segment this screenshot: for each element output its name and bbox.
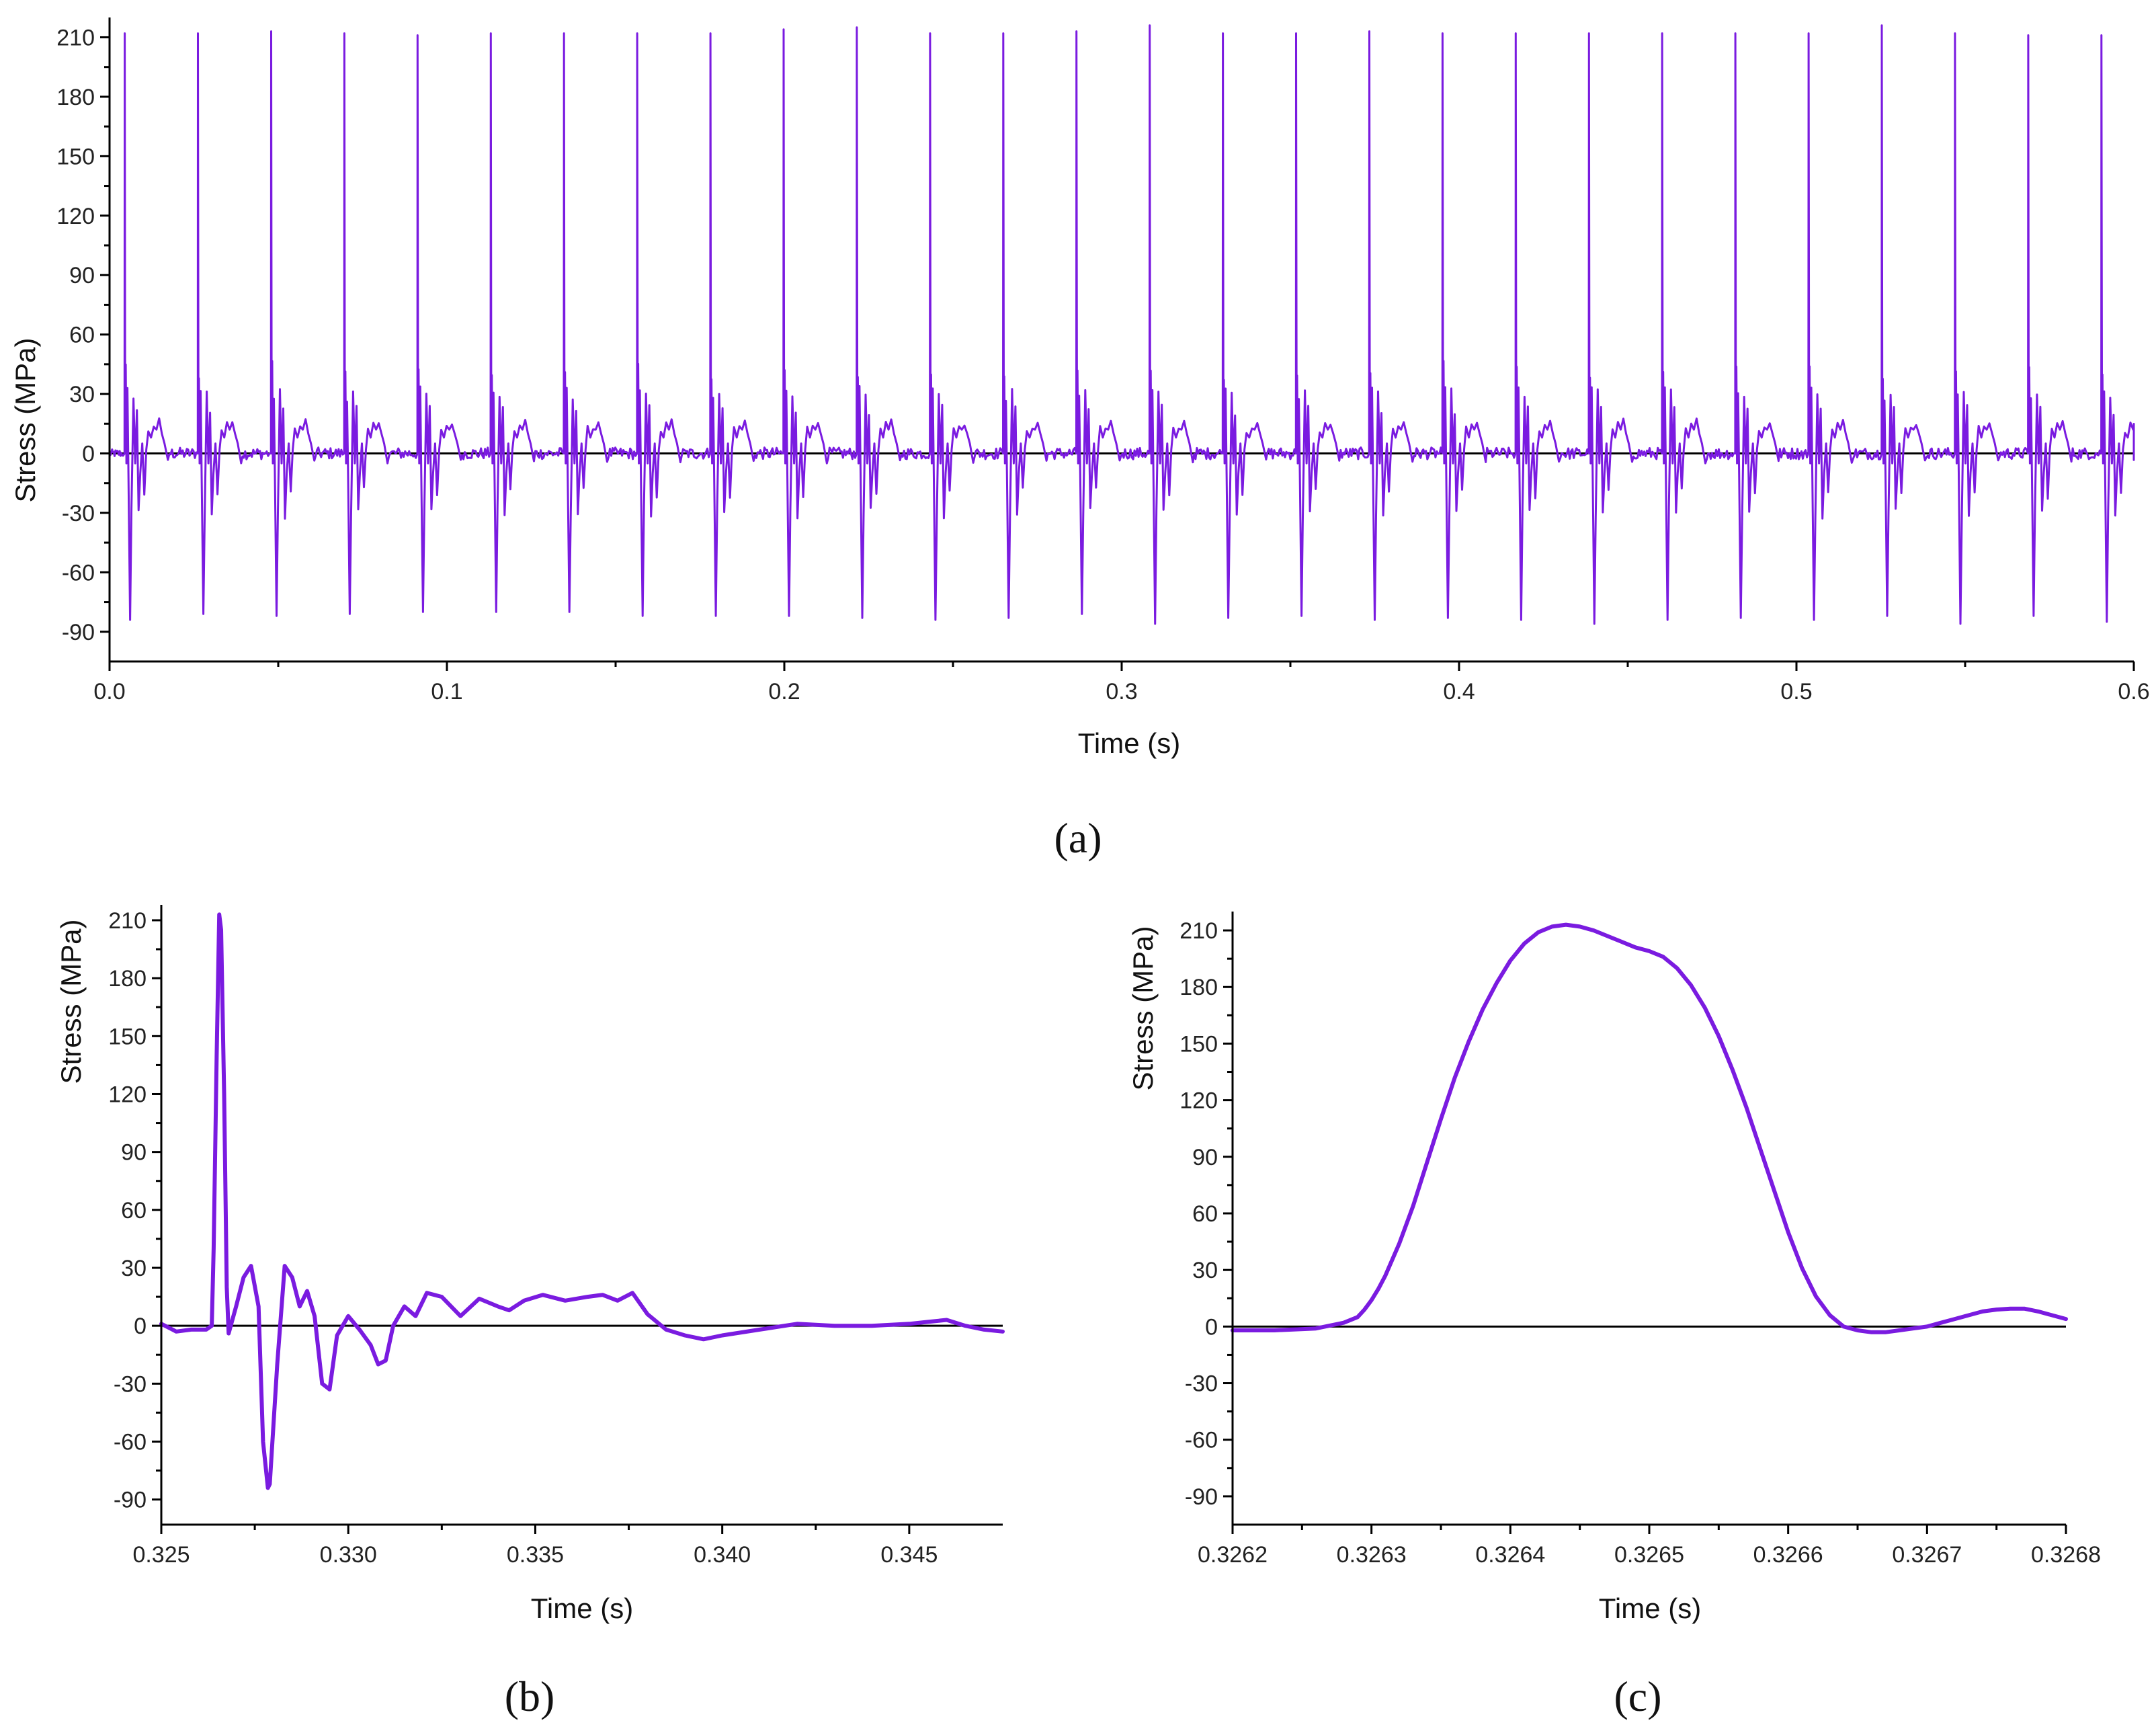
panel-b-y-tick-label: -90 xyxy=(114,1488,147,1513)
panel-c-y-tick-label: -30 xyxy=(1185,1371,1218,1397)
panel-a-y-tick-label: 150 xyxy=(56,144,95,169)
panel-c-stress-series xyxy=(1231,922,2068,1334)
panel-a-x-tick-label: 0.5 xyxy=(1780,679,1812,705)
panel-c-y-tick-label: 30 xyxy=(1192,1258,1218,1283)
panel-b-x-tick-label: 0.330 xyxy=(320,1542,377,1568)
panel-a-stress-series xyxy=(108,24,2135,625)
panel-c-y-tick-label: 60 xyxy=(1192,1201,1218,1227)
panel-b-x-tick-label: 0.345 xyxy=(880,1542,938,1568)
panel-c-x-tick-label: 0.3268 xyxy=(2031,1542,2101,1568)
panel-a-y-tick-label: 120 xyxy=(56,204,95,229)
panel-a-y-tick-label: -90 xyxy=(62,620,95,645)
panel-a-y-tick-label: 180 xyxy=(56,85,95,110)
panel-c-chart: Time (s) Stress (MPa) (c) -90 -60 -30 0 30 60… xyxy=(1127,912,2101,1720)
panel-c-y-tick-label: 180 xyxy=(1179,975,1218,1000)
panel-a-y-tick-label: 90 xyxy=(69,263,95,288)
panel-a-axes xyxy=(108,17,2134,663)
panel-b-y-tick-label: -30 xyxy=(114,1371,147,1397)
panel-a-x-tick-label: 0.4 xyxy=(1443,679,1475,705)
panel-a-y-tick-label: -60 xyxy=(62,560,95,586)
panel-b-y-tick-label: 180 xyxy=(108,966,147,992)
panel-b-y-tick-label: 210 xyxy=(108,908,147,934)
panel-b-axes xyxy=(160,905,1003,1526)
panel-c-y-tick-label: 150 xyxy=(1179,1031,1218,1057)
panel-c-x-tick-label: 0.3266 xyxy=(1753,1542,1823,1568)
panel-a-y-tick-label: 60 xyxy=(69,323,95,348)
panel-c-y-tick-label: -90 xyxy=(1185,1484,1218,1510)
panel-b-y-tick-label: -60 xyxy=(114,1429,147,1455)
panel-a-y-axis-title: Stress (MPa) xyxy=(9,337,41,502)
panel-c-axes xyxy=(1231,912,2066,1526)
panel-a-label: (a) xyxy=(1054,814,1102,862)
panel-a-x-tick-label: 0.1 xyxy=(431,679,462,705)
panel-c-y-tick-label: 90 xyxy=(1192,1145,1218,1170)
panel-b-x-tick-label: 0.340 xyxy=(694,1542,751,1568)
panel-b-y-tick-label: 60 xyxy=(121,1198,147,1223)
panel-b-y-tick-label: 30 xyxy=(121,1256,147,1281)
panel-c-x-tick-label: 0.3267 xyxy=(1892,1542,1962,1568)
panel-b-y-axis-title: Stress (MPa) xyxy=(55,919,87,1084)
panel-c-x-tick-label: 0.3265 xyxy=(1614,1542,1684,1568)
panel-a-x-tick-label: 0.2 xyxy=(768,679,800,705)
panel-c-y-tick-label: -60 xyxy=(1185,1428,1218,1453)
panel-c-y-tick-label: 0 xyxy=(1205,1314,1218,1340)
panel-b-y-tick-label: 0 xyxy=(134,1314,147,1339)
panel-a-y-tick-label: 210 xyxy=(56,25,95,50)
panel-b-label: (b) xyxy=(505,1673,555,1720)
panel-c-x-axis-title: Time (s) xyxy=(1599,1593,1701,1624)
panel-a-x-tick-label: 0.3 xyxy=(1106,679,1137,705)
panel-b-x-tick-label: 0.325 xyxy=(132,1542,190,1568)
panel-a-y-tick-label: 30 xyxy=(69,382,95,407)
panel-a-y-tick-label: 0 xyxy=(82,441,95,467)
panel-a-x-tick-label: 0.0 xyxy=(93,679,125,705)
panel-b-x-axis-title: Time (s) xyxy=(531,1593,633,1624)
panel-b-x-tick-label: 0.335 xyxy=(507,1542,564,1568)
panel-c-label: (c) xyxy=(1614,1673,1661,1720)
panel-c-y-tick-label: 210 xyxy=(1179,918,1218,944)
panel-a-chart: Time (s) Stress (MPa) (a) -90 -60 -30 0 30 60… xyxy=(9,17,2150,862)
panel-a-x-axis-title: Time (s) xyxy=(1078,727,1180,759)
panel-c-x-tick-label: 0.3263 xyxy=(1337,1542,1407,1568)
panel-c-y-axis-title: Stress (MPa) xyxy=(1127,926,1159,1090)
panel-b-chart: Time (s) Stress (MPa) (b) -90 -60 -30 0 30 60… xyxy=(55,905,1005,1720)
panel-a-y-tick-label: -30 xyxy=(62,501,95,526)
panel-c-y-tick-label: 120 xyxy=(1179,1088,1218,1114)
panel-c-x-tick-label: 0.3264 xyxy=(1475,1542,1545,1568)
panel-b-y-tick-label: 120 xyxy=(108,1082,147,1107)
panel-b-stress-series xyxy=(159,912,1005,1490)
panel-c-x-tick-label: 0.3262 xyxy=(1198,1542,1268,1568)
panel-b-y-tick-label: 90 xyxy=(121,1140,147,1166)
panel-a-x-tick-label: 0.6 xyxy=(2118,679,2149,705)
panel-b-y-tick-label: 150 xyxy=(108,1024,147,1049)
